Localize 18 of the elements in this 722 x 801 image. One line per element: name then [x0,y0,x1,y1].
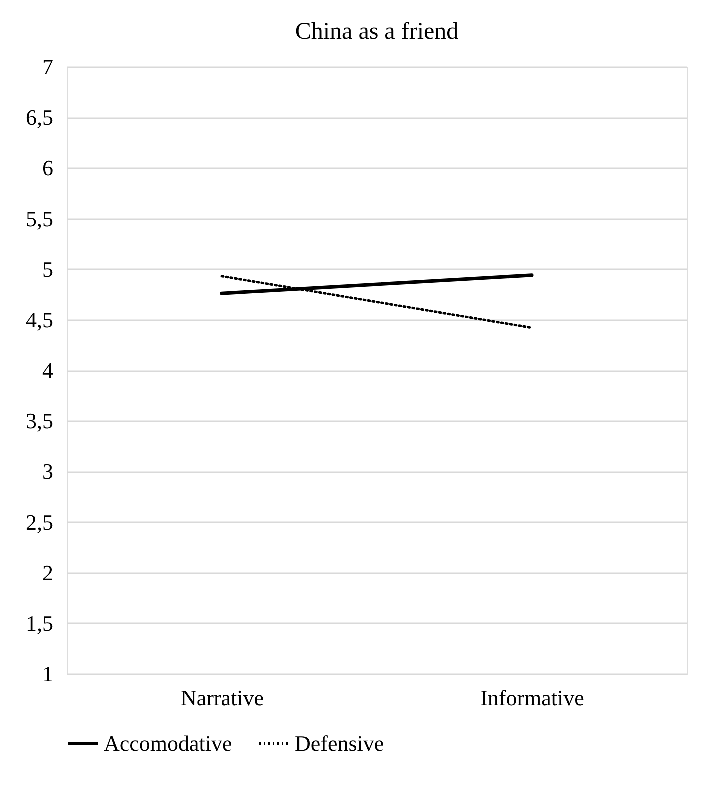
y-tick-label: 5 [42,256,54,282]
y-tick-label: 5,5 [26,206,54,232]
y-tick-label: 6,5 [26,105,54,130]
y-tick-label: 1,5 [26,610,54,636]
y-tick-label: 3,5 [26,408,54,434]
y-tick-label: 6 [42,156,54,181]
legend-label: Accomodative [104,730,232,756]
legend-label: Defensive [295,730,384,756]
x-tick-label: Informative [480,686,584,710]
x-tick-label: Narrative [180,686,264,710]
y-tick-label: 3 [42,459,54,484]
chart-title: China as a friend [295,19,459,45]
y-tick-label: 4 [42,358,54,383]
y-tick-label: 7 [42,54,54,80]
y-tick-label: 4,5 [26,307,54,332]
y-tick-label: 2,5 [26,510,54,535]
y-tick-label: 1 [42,662,54,686]
y-tick-label: 2 [42,560,54,586]
